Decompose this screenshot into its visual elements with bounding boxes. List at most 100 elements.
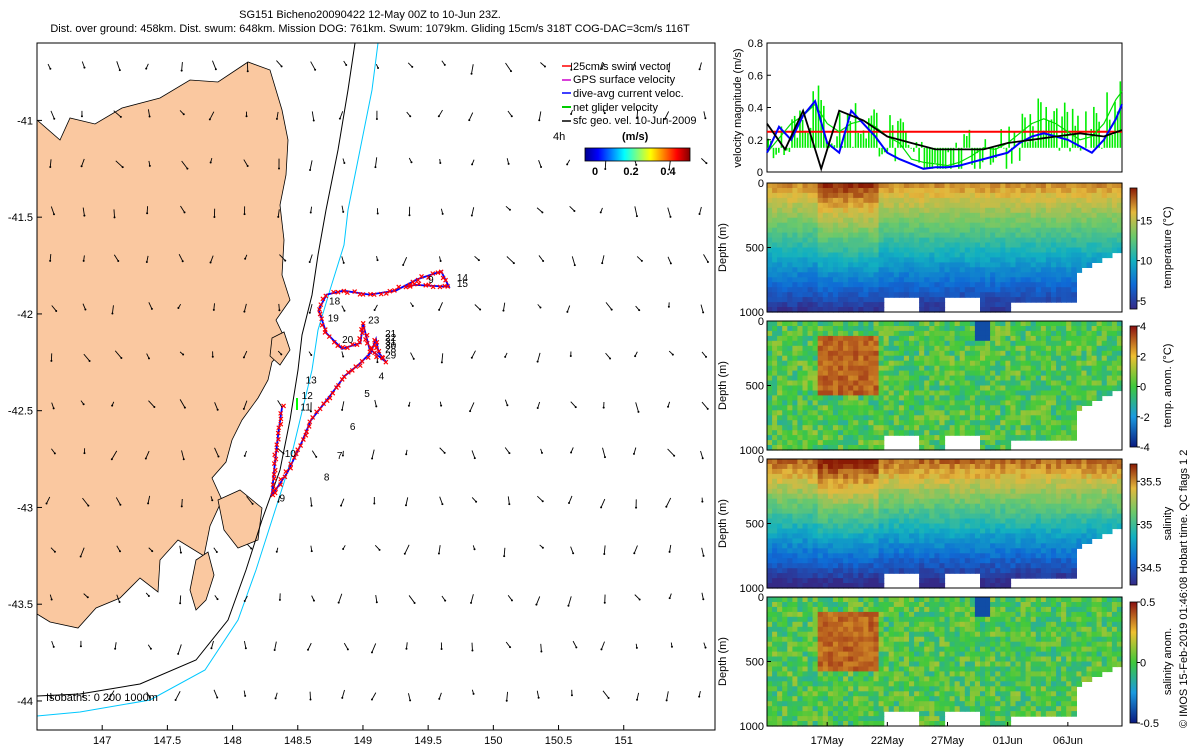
section-cell	[858, 503, 864, 510]
section-cell	[797, 518, 804, 525]
sfc-arrow-head	[438, 697, 441, 700]
section-cell	[868, 498, 875, 505]
section-cell	[969, 400, 976, 406]
section-cell	[792, 523, 799, 530]
section-cell	[782, 212, 788, 219]
section-cell	[1035, 415, 1042, 421]
section-cell	[848, 568, 854, 574]
section-cell	[924, 415, 930, 421]
section-cell	[990, 390, 996, 397]
section-cell	[1056, 380, 1062, 387]
section-cell	[1035, 390, 1042, 397]
section-cell	[1025, 380, 1032, 387]
section-cell	[949, 257, 956, 263]
section-cell	[812, 321, 819, 327]
section-cell	[898, 262, 905, 268]
section-cell	[888, 425, 895, 431]
section-cell	[1040, 287, 1047, 293]
section-cell	[838, 370, 844, 377]
section-cell	[1035, 247, 1042, 254]
section-cell	[995, 192, 1001, 199]
section-cell	[954, 395, 961, 401]
section-cell	[767, 405, 773, 411]
section-cell	[832, 222, 839, 229]
section-cell	[868, 410, 875, 416]
section-cell	[1106, 355, 1113, 362]
section-cell	[898, 375, 905, 382]
section-cell	[944, 207, 951, 214]
swim-mark	[318, 302, 324, 308]
section-cell	[858, 464, 864, 470]
section-cell	[843, 405, 849, 411]
section-cell	[1030, 355, 1037, 362]
section-cell	[924, 257, 930, 263]
section-cell	[878, 202, 885, 209]
section-cell	[944, 420, 951, 426]
section-cell	[853, 493, 859, 500]
sfc-arrow	[439, 496, 443, 505]
section-cell	[1030, 345, 1037, 352]
section-cell	[898, 242, 905, 249]
section-cell	[1076, 400, 1083, 406]
section-cell	[812, 468, 819, 475]
section-cell	[944, 395, 951, 401]
section-cell	[812, 292, 819, 298]
section-cell	[787, 410, 793, 416]
section-cell	[838, 321, 844, 327]
section-cell	[1081, 385, 1088, 392]
section-cell	[792, 302, 799, 308]
sfc-arrow-head	[600, 67, 603, 70]
section-cell	[1030, 425, 1037, 431]
section-cell	[888, 548, 895, 554]
section-cell	[782, 483, 788, 490]
section-cell	[980, 375, 986, 382]
section-cell	[853, 548, 859, 554]
section-cell	[848, 528, 854, 535]
section-cell	[838, 410, 844, 416]
sfc-arrow-head	[637, 410, 640, 413]
section-cell	[924, 440, 930, 446]
section-cell	[1035, 292, 1042, 298]
section-cell	[832, 345, 839, 352]
section-cell	[888, 345, 895, 352]
section-cell	[929, 390, 935, 397]
section-cell	[909, 192, 915, 199]
section-cell	[939, 390, 946, 397]
section-cell	[832, 538, 839, 544]
section-cell	[1035, 297, 1042, 303]
section-cell	[787, 523, 793, 530]
sfc-arrow	[468, 112, 474, 121]
section-cell	[1071, 370, 1077, 377]
section-cell	[1071, 287, 1077, 293]
section-cell	[1081, 247, 1088, 254]
sfc-arrow-head	[669, 262, 672, 265]
section-cell	[772, 523, 778, 530]
sfc-arrow	[535, 596, 541, 605]
section-cell	[868, 297, 875, 303]
section-cell	[1051, 197, 1057, 204]
section-cell	[868, 302, 875, 308]
section-cell	[1096, 217, 1103, 224]
section-cell	[767, 217, 773, 224]
section-cell	[893, 282, 900, 288]
section-cell	[1035, 435, 1042, 441]
section-cell	[1025, 405, 1032, 411]
section-cell	[974, 340, 981, 347]
section-cell	[873, 262, 880, 268]
section-cell	[903, 335, 910, 342]
section-cell	[868, 508, 875, 515]
sfc-arrow-head	[179, 602, 182, 605]
section-cell	[944, 400, 951, 406]
section-cell	[990, 340, 996, 347]
section-cell	[934, 217, 941, 224]
section-cell	[949, 217, 956, 224]
section-cell	[893, 252, 900, 259]
section-cell	[802, 197, 809, 204]
section-cell	[858, 247, 864, 254]
section-cell	[848, 583, 854, 589]
section-cell	[969, 390, 976, 397]
section-cell	[903, 272, 910, 278]
section-cell	[898, 247, 905, 254]
sfc-arrow	[566, 305, 571, 312]
section-cell	[934, 257, 941, 263]
